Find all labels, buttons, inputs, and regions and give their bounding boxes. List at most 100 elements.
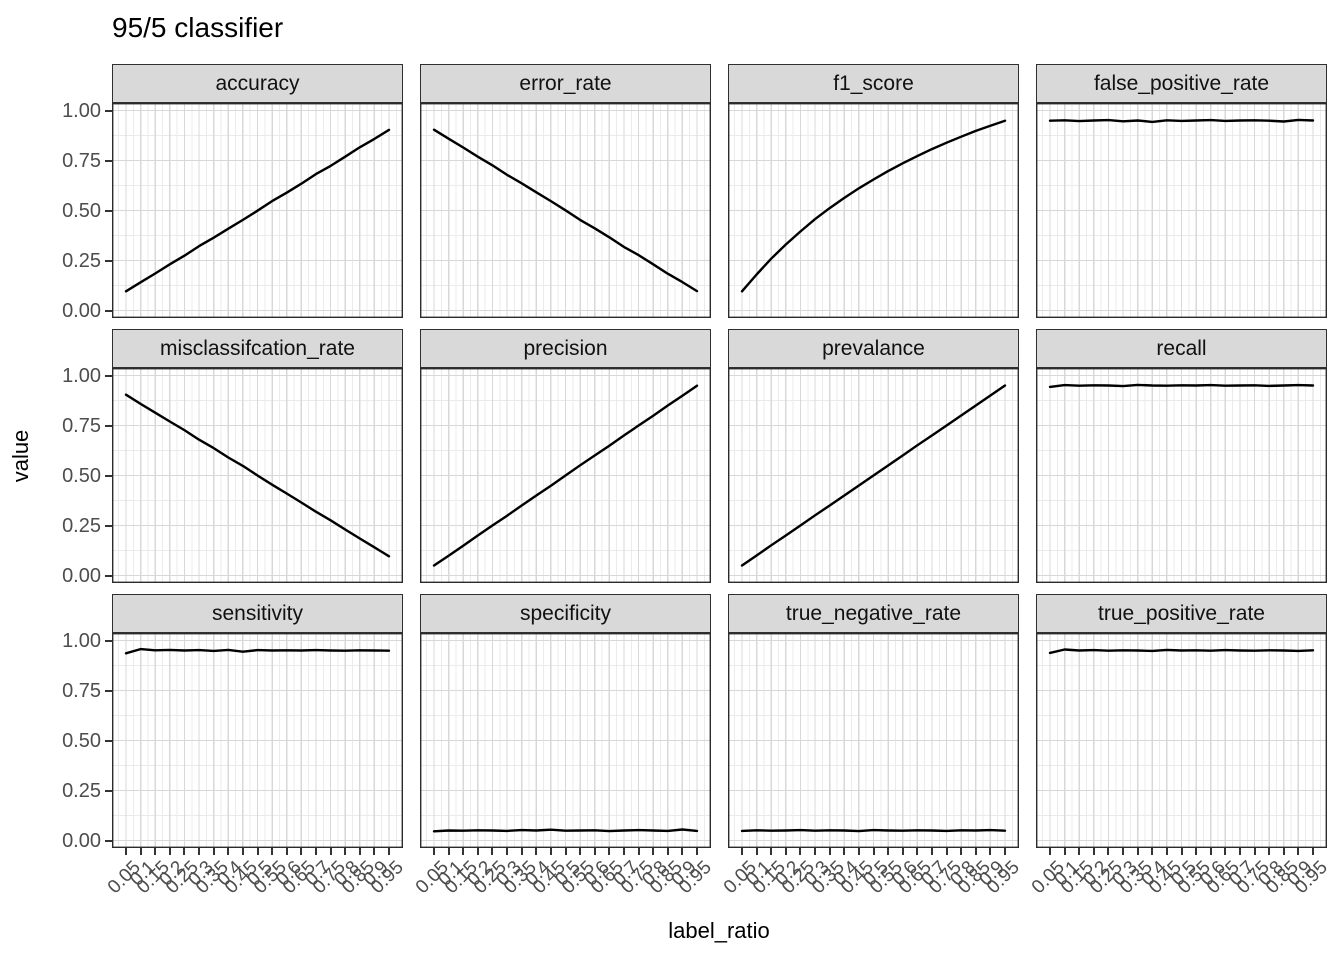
x-axis-tick [154,848,157,855]
x-axis-tick [1282,848,1285,855]
x-axis-tick [637,848,640,855]
y-axis-tick [105,424,112,427]
facet-panel [112,633,403,848]
x-axis-tick [1268,848,1271,855]
facet-strip-label: prevalance [822,336,925,360]
x-axis-tick [1195,848,1198,855]
x-axis-tick [622,848,625,855]
panel-border [420,103,711,318]
x-axis-tick [696,848,698,855]
y-axis-tick [105,209,112,212]
grid-major [728,633,1019,848]
x-axis-tick [227,848,230,855]
x-axis-tick [887,848,890,855]
facet-strip: misclassifcation_rate [112,329,403,368]
x-axis-tick [314,848,317,855]
line-series [124,393,391,558]
facet-strip: precision [420,329,711,368]
x-axis-tick [447,848,450,855]
x-axis-tick [1238,848,1241,855]
y-axis-tick [105,474,112,477]
x-axis-tick [784,848,787,855]
x-axis-tick [1092,848,1095,855]
line-series [1048,118,1315,124]
facet-panel [1036,633,1327,848]
y-tick-label: 0.00 [62,829,101,852]
x-axis-tick [770,848,773,855]
x-axis-tick [433,848,435,855]
facet-strip-label: f1_score [833,71,914,95]
x-axis-tick [373,848,376,855]
facet-panel [1036,103,1327,318]
x-axis-tick [256,848,259,855]
line-series [432,384,699,567]
y-tick-label: 0.00 [62,564,101,587]
facet-strip-label: recall [1156,336,1207,360]
grid-major [1036,103,1327,318]
y-tick-label: 0.50 [62,199,101,222]
x-axis-tick [1253,848,1256,855]
line-series [124,128,391,293]
x-axis-tick [960,848,963,855]
x-axis-tick [1049,848,1051,855]
facet-panel [112,368,403,583]
x-axis-tick [755,848,758,855]
facet-strip-label: misclassifcation_rate [160,336,355,360]
facet-strip-label: true_positive_rate [1098,601,1265,625]
y-axis-tick [105,839,112,842]
x-axis-tick [183,848,186,855]
panel-border [1036,633,1327,848]
panel-border [728,103,1019,318]
x-axis-tick [358,848,361,855]
x-axis-tick [388,848,390,855]
facet-panel [420,103,711,318]
panel-border [112,103,403,318]
facet-strip-label: specificity [519,601,612,625]
facet-strip: accuracy [112,64,403,103]
y-tick-label: 0.75 [62,414,101,437]
facet-panel [112,103,403,318]
line-series [1048,648,1315,655]
x-axis-tick [271,848,274,855]
x-axis-tick [241,848,244,855]
panel-border [112,633,403,848]
x-axis-tick [198,848,201,855]
panel-border [728,368,1019,583]
y-tick-label: 1.00 [62,629,101,652]
x-axis-tick [1312,848,1314,855]
x-axis-tick [814,848,817,855]
facet-strip: true_positive_rate [1036,594,1327,633]
x-axis-tick [300,848,303,855]
panel-border [420,633,711,848]
x-axis-tick [139,848,142,855]
x-axis-tick [916,848,919,855]
y-tick-label: 1.00 [62,364,101,387]
y-tick-label: 0.50 [62,464,101,487]
x-axis-tick [1224,848,1227,855]
x-axis-tick [564,848,567,855]
x-axis-tick [462,848,465,855]
y-axis-tick [105,309,112,312]
facet-strip-label: true_negative_rate [785,601,962,625]
y-axis-tick [105,574,112,577]
line-series [432,828,699,833]
grid-major [1036,368,1327,583]
line-series [740,828,1007,833]
facet-panel [728,103,1019,318]
x-axis-title: label_ratio [668,918,770,943]
facet-strip-label: precision [523,336,608,360]
x-axis-tick [1078,848,1081,855]
panel-border [1036,103,1327,318]
x-axis-tick [506,848,509,855]
y-axis-tick [105,109,112,112]
x-axis-tick [212,848,215,855]
x-axis-tick [285,848,288,855]
grid-major [112,633,403,848]
x-axis-tick [1063,848,1066,855]
x-axis-tick [168,848,171,855]
x-axis-tick [681,848,684,855]
x-axis-tick [741,848,743,855]
line-series [1048,383,1315,389]
